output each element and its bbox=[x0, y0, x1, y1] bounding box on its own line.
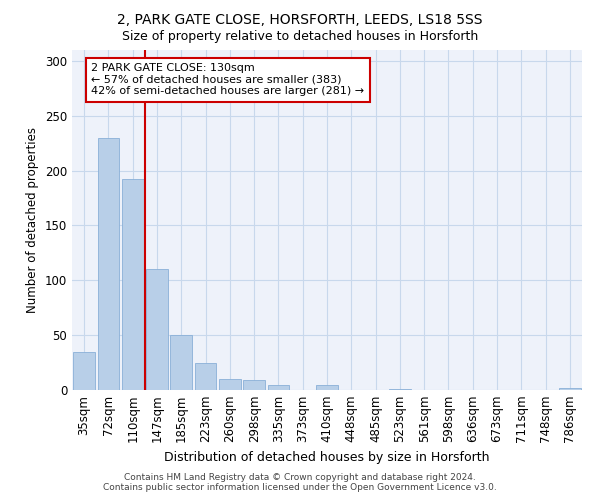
Bar bbox=[170, 335, 192, 390]
X-axis label: Distribution of detached houses by size in Horsforth: Distribution of detached houses by size … bbox=[164, 451, 490, 464]
Text: Size of property relative to detached houses in Horsforth: Size of property relative to detached ho… bbox=[122, 30, 478, 43]
Bar bbox=[268, 384, 289, 390]
Bar bbox=[243, 380, 265, 390]
Bar bbox=[97, 138, 119, 390]
Y-axis label: Number of detached properties: Number of detached properties bbox=[26, 127, 40, 313]
Bar bbox=[219, 379, 241, 390]
Bar bbox=[122, 180, 143, 390]
Text: 2, PARK GATE CLOSE, HORSFORTH, LEEDS, LS18 5SS: 2, PARK GATE CLOSE, HORSFORTH, LEEDS, LS… bbox=[117, 12, 483, 26]
Bar bbox=[316, 384, 338, 390]
Bar bbox=[559, 388, 581, 390]
Bar bbox=[73, 352, 95, 390]
Bar bbox=[389, 389, 411, 390]
Text: 2 PARK GATE CLOSE: 130sqm
← 57% of detached houses are smaller (383)
42% of semi: 2 PARK GATE CLOSE: 130sqm ← 57% of detac… bbox=[91, 63, 365, 96]
Bar bbox=[194, 362, 217, 390]
Text: Contains HM Land Registry data © Crown copyright and database right 2024.
Contai: Contains HM Land Registry data © Crown c… bbox=[103, 473, 497, 492]
Bar bbox=[146, 270, 168, 390]
